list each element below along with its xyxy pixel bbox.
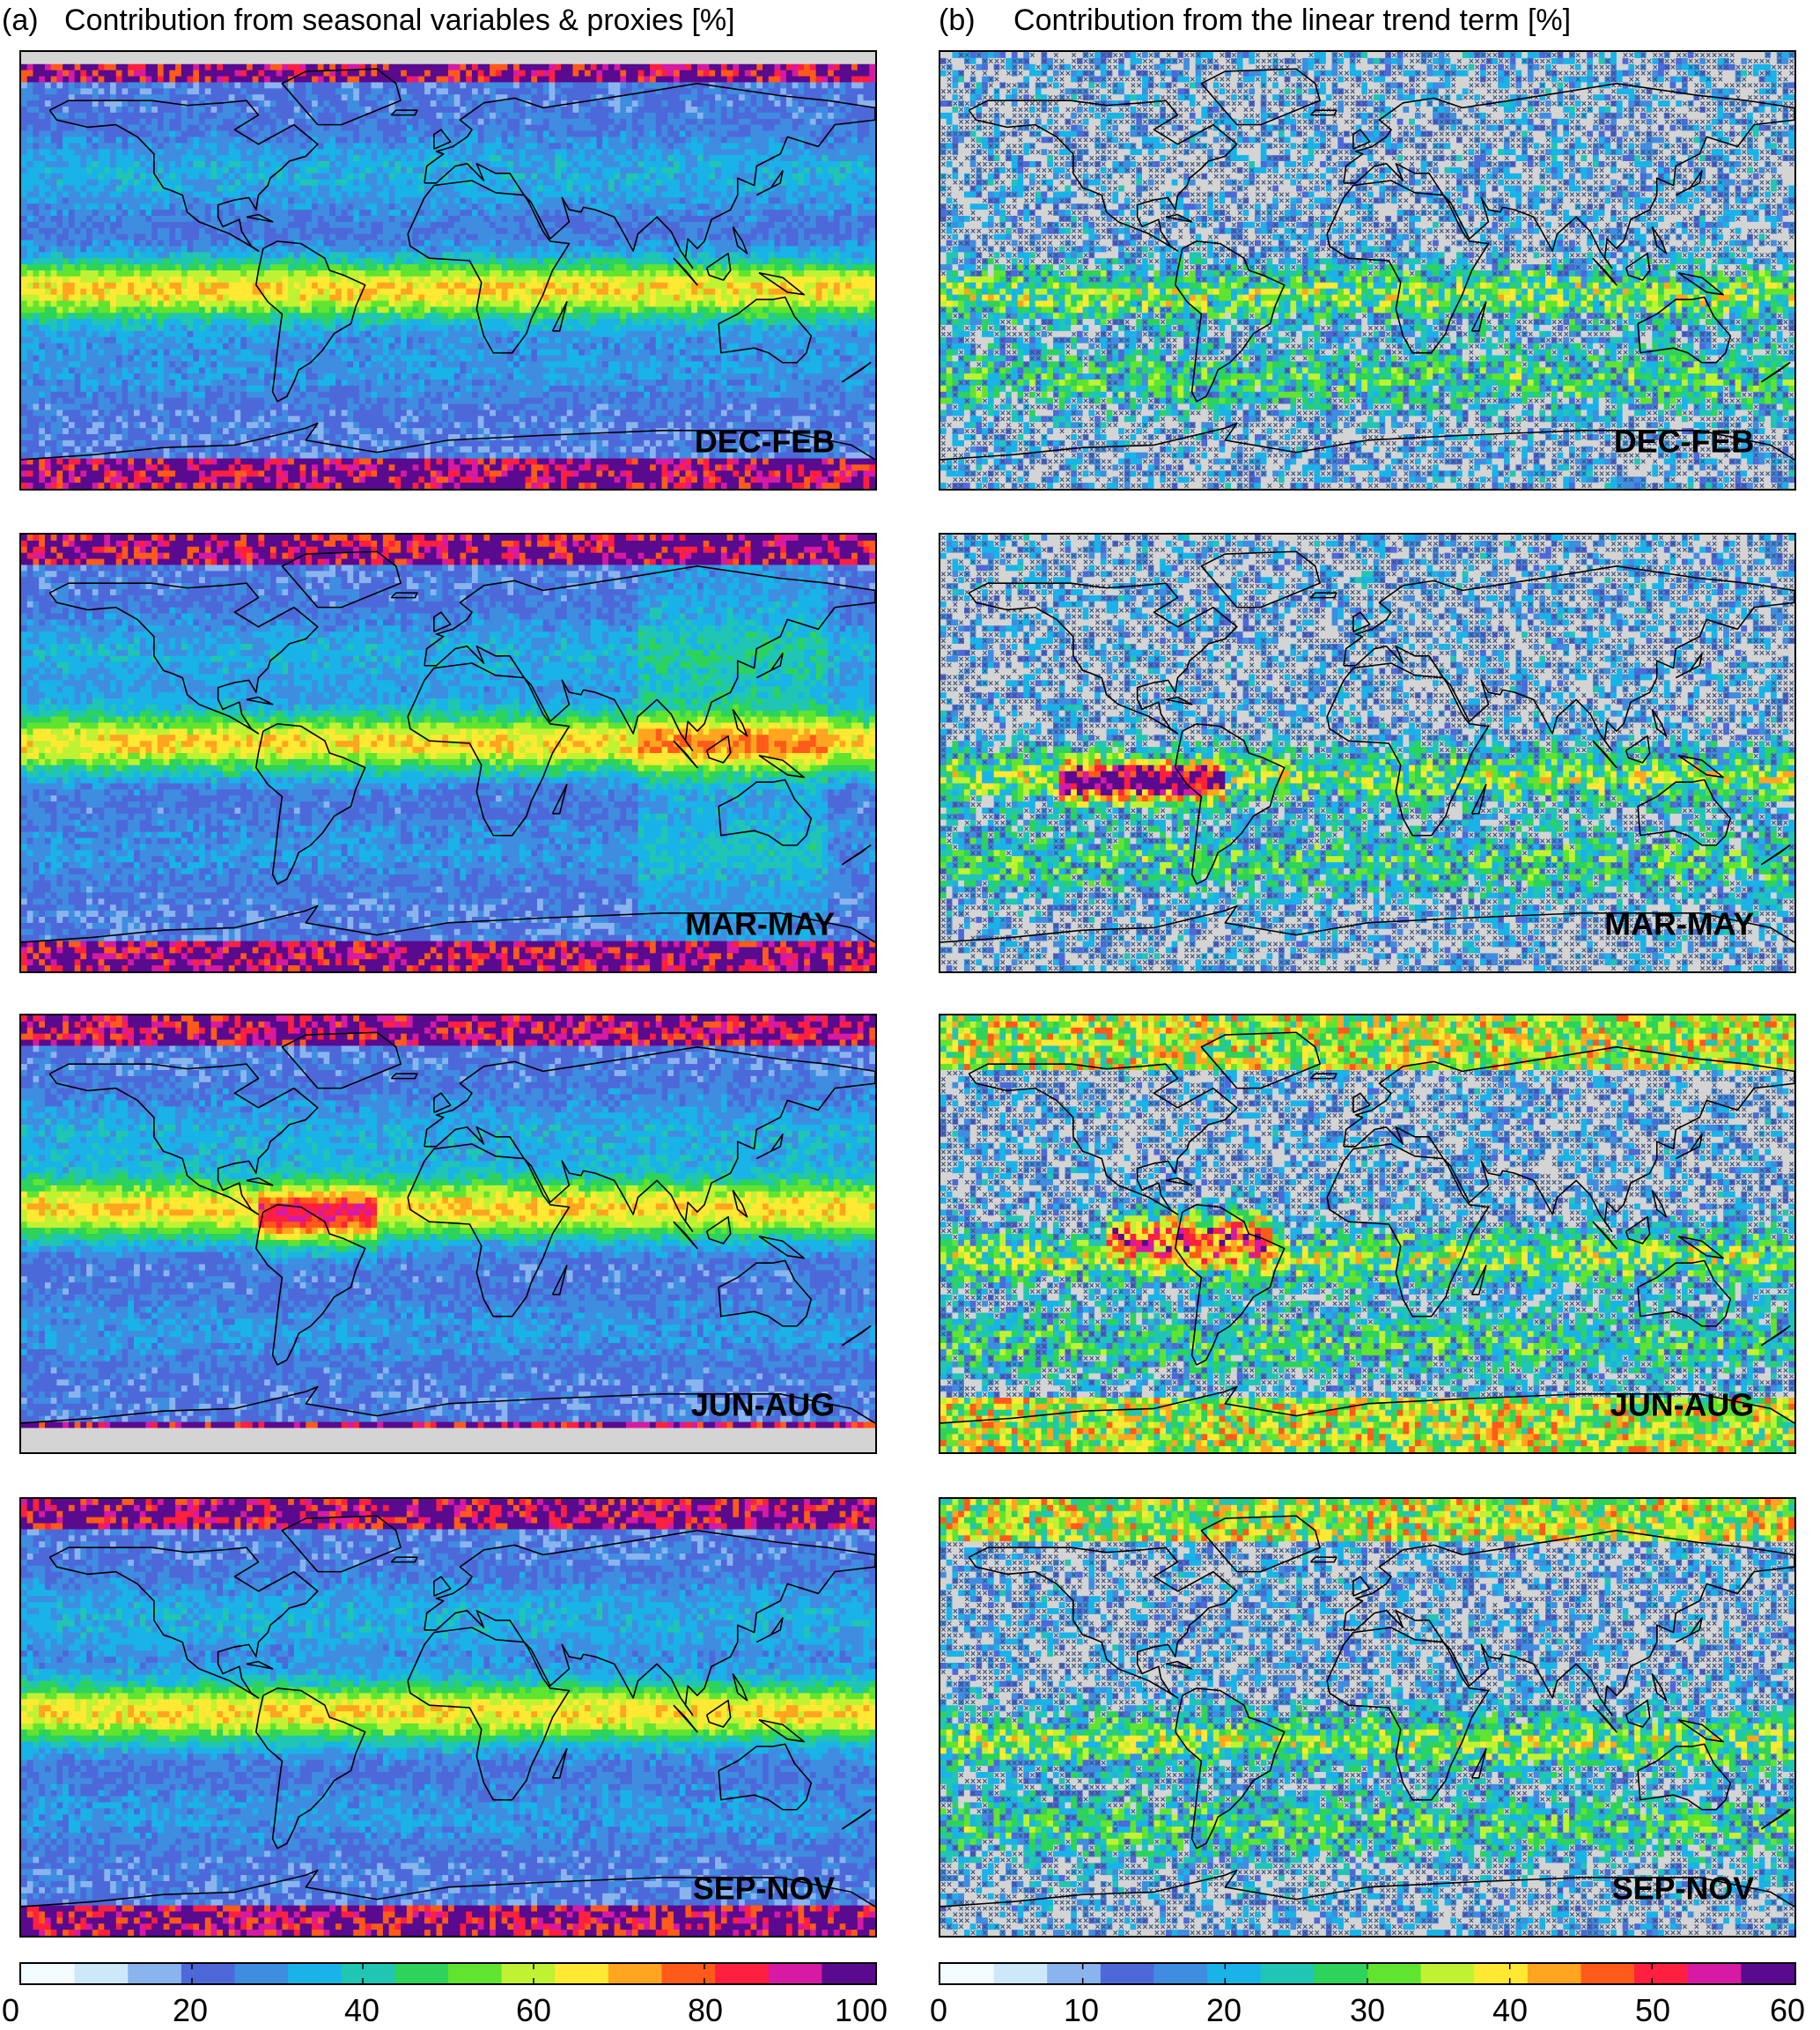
- colorbar-b-tick: 60: [1770, 1992, 1805, 2029]
- colorbar-a-tick: 40: [344, 1992, 379, 2029]
- colorbar-b-tick: 40: [1492, 1992, 1528, 2029]
- colorbar-a-tick: 100: [835, 1992, 888, 2029]
- colorbar-b-tick: 20: [1206, 1992, 1242, 2029]
- colorbar-a-tick: 20: [173, 1992, 208, 2029]
- panel-a-label: (a): [2, 4, 39, 37]
- colorbar-b: [939, 1962, 1796, 1985]
- map-a-sep-nov: SEP-NOV: [19, 1497, 877, 1938]
- panel-b-header: (b) Contribution from the linear trend t…: [939, 4, 1571, 38]
- panel-a-title: Contribution from seasonal variables & p…: [64, 4, 735, 37]
- map-a-jun-aug: JUN-AUG: [19, 1014, 877, 1454]
- season-label: SEP-NOV: [1612, 1871, 1754, 1906]
- season-label: MAR-MAY: [1604, 906, 1754, 941]
- season-label: SEP-NOV: [693, 1871, 835, 1906]
- map-a-dec-feb: DEC-FEB: [19, 50, 877, 491]
- season-label: DEC-FEB: [1614, 424, 1754, 459]
- map-b-sep-nov: SEP-NOV: [939, 1497, 1796, 1938]
- colorbar-a-tick: 0: [2, 1992, 19, 2029]
- map-a-mar-may: MAR-MAY: [19, 533, 877, 973]
- panel-b-label: (b): [939, 4, 976, 37]
- colorbar-b-tick: 10: [1064, 1992, 1099, 2029]
- colorbar-b-tick: 30: [1350, 1992, 1385, 2029]
- season-label: JUN-AUG: [1610, 1387, 1754, 1422]
- colorbar-a-tick: 60: [516, 1992, 551, 2029]
- colorbar-b-tick: 50: [1635, 1992, 1670, 2029]
- colorbar-b-tick: 0: [930, 1992, 947, 2029]
- colorbar-a-tick: 80: [688, 1992, 723, 2029]
- panel-a-header: (a) Contribution from seasonal variables…: [2, 4, 735, 38]
- panel-b-title: Contribution from the linear trend term …: [1013, 4, 1571, 37]
- season-label: JUN-AUG: [691, 1387, 835, 1422]
- map-b-mar-may: MAR-MAY: [939, 533, 1796, 973]
- colorbar-a: [19, 1962, 877, 1985]
- season-label: MAR-MAY: [685, 906, 835, 941]
- map-b-dec-feb: DEC-FEB: [939, 50, 1796, 491]
- season-label: DEC-FEB: [695, 424, 835, 459]
- map-b-jun-aug: JUN-AUG: [939, 1014, 1796, 1454]
